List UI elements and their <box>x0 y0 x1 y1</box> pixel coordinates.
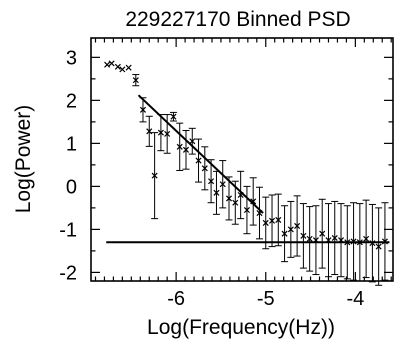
data-point <box>319 230 326 237</box>
y-tick-label: 0 <box>66 176 77 198</box>
x-tick-label: -4 <box>346 288 364 310</box>
data-point <box>300 232 307 239</box>
data-point <box>243 207 250 214</box>
y-axis-label: Log(Power) <box>12 105 35 214</box>
data-point <box>104 61 111 68</box>
data-point <box>350 238 357 245</box>
data-point <box>325 237 332 244</box>
data-point <box>157 129 164 136</box>
data-point <box>182 146 190 153</box>
y-tick-label: 2 <box>66 90 77 112</box>
data-point <box>208 178 215 185</box>
data-point <box>189 138 196 145</box>
data-point <box>213 189 220 196</box>
data-point <box>176 143 183 150</box>
x-tick-label: -6 <box>167 288 185 310</box>
data-point <box>132 77 139 84</box>
data-point <box>262 219 269 226</box>
axis-ticks: -6 -5 -4 -2 -1 0 1 2 3 <box>59 38 393 310</box>
data-point <box>250 198 257 205</box>
data-point <box>125 64 132 71</box>
data-point <box>381 238 388 245</box>
data-point <box>114 63 121 70</box>
data-point <box>281 230 288 237</box>
data-point <box>344 239 351 246</box>
y-tick-label: 3 <box>66 47 77 69</box>
data-point <box>275 216 282 223</box>
data-point <box>337 237 345 244</box>
data-point <box>287 226 294 233</box>
data-point <box>151 172 158 179</box>
fit-line <box>137 94 264 214</box>
data-point <box>331 234 338 242</box>
data-point <box>268 217 276 224</box>
data-point <box>195 157 202 164</box>
data-point <box>363 235 370 242</box>
y-tick-label: -2 <box>59 262 77 284</box>
data-point <box>306 235 313 242</box>
data-point <box>170 113 177 120</box>
data-point <box>225 195 233 202</box>
data-point <box>369 240 376 247</box>
data-point <box>108 60 115 67</box>
y-tick-label: 1 <box>66 133 77 155</box>
data-point <box>294 222 301 229</box>
data-points <box>104 60 388 250</box>
plot-frame <box>90 37 394 282</box>
error-bars <box>132 74 389 286</box>
data-point <box>139 106 147 113</box>
data-point <box>164 130 171 137</box>
data-point <box>237 191 244 199</box>
data-point <box>356 239 363 246</box>
x-tick-label: -5 <box>257 288 275 310</box>
y-tick-label: -1 <box>59 219 77 241</box>
data-point <box>219 181 226 188</box>
data-point <box>119 66 126 73</box>
data-point <box>232 199 239 206</box>
data-point <box>146 128 153 135</box>
data-point <box>375 243 382 250</box>
chart-title: 229227170 Binned PSD <box>125 8 350 31</box>
data-point <box>256 210 263 217</box>
x-axis-label: Log(Frequency(Hz)) <box>147 316 335 339</box>
data-point <box>201 165 208 172</box>
data-point <box>312 237 319 244</box>
